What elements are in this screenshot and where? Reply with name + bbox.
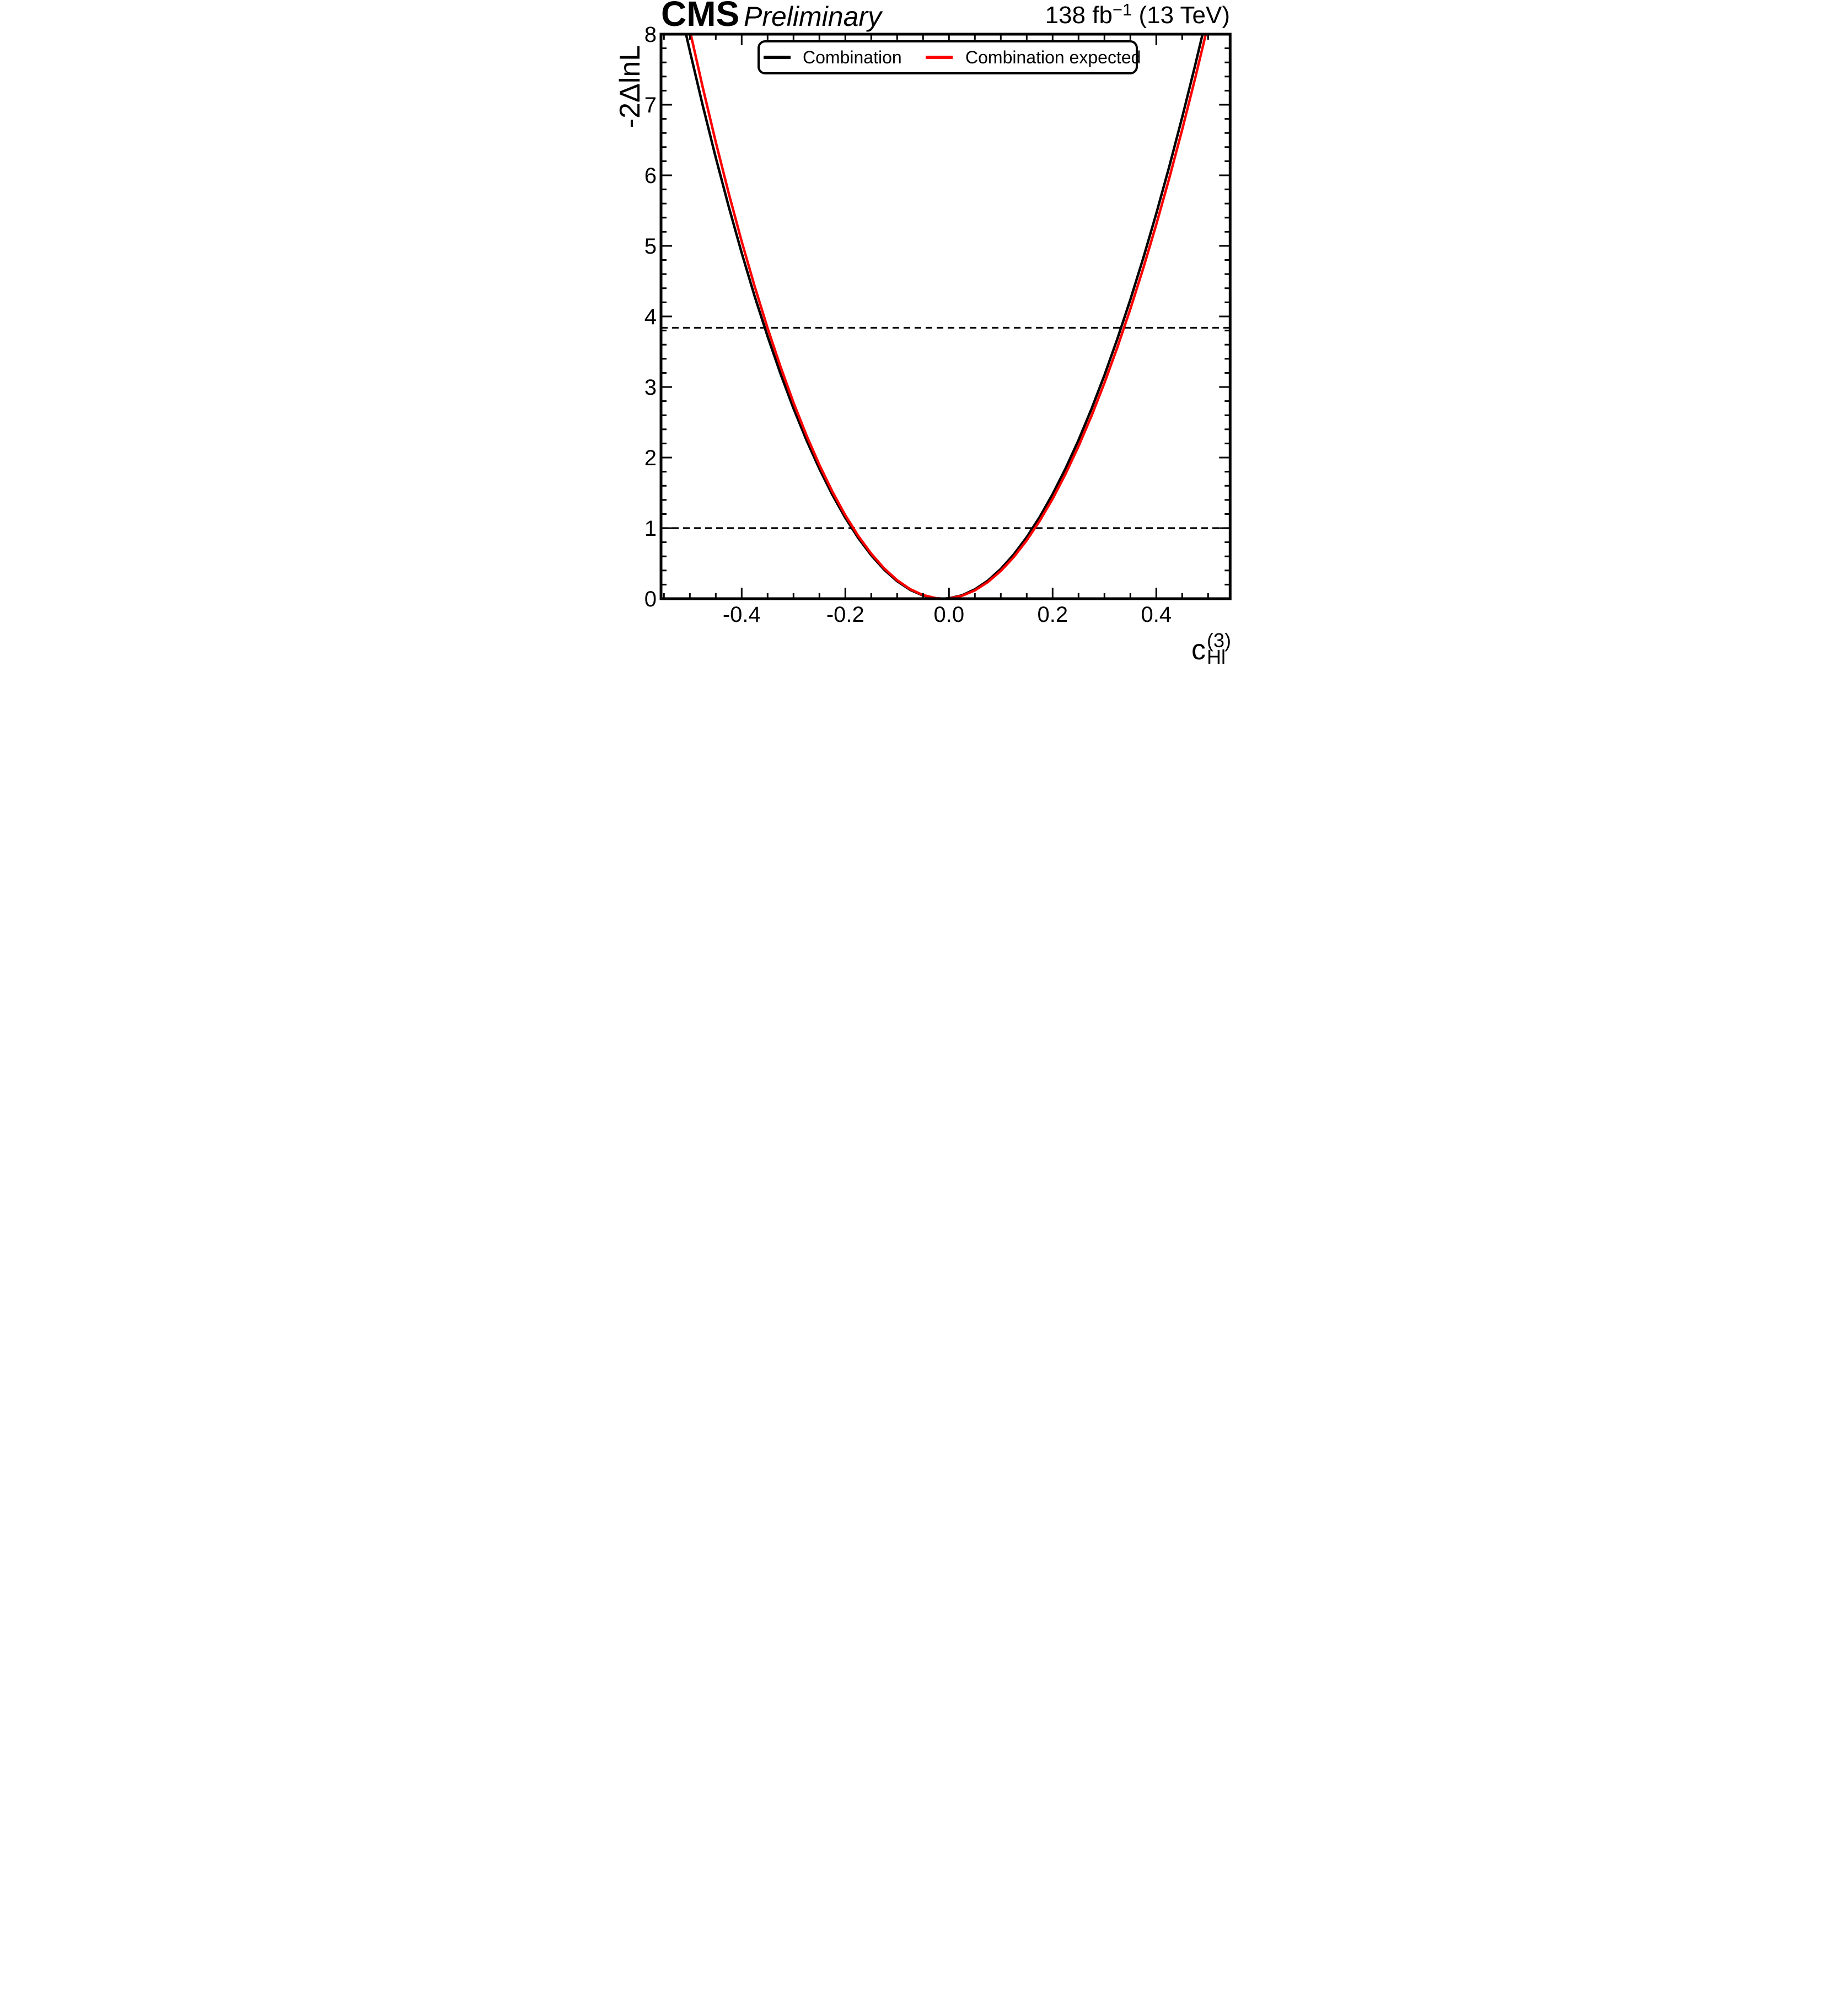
x-tick-label: -0.2 bbox=[826, 603, 864, 627]
combination-expected-curve bbox=[689, 34, 1207, 599]
y-tick-label: 2 bbox=[644, 446, 657, 470]
x-tick-label: -0.4 bbox=[723, 603, 761, 627]
legend-label-combination: Combination bbox=[803, 47, 902, 67]
lumi-energy-label: 138 fb−1 (13 TeV) bbox=[1045, 0, 1230, 29]
axis-tick-labels: -0.4 -0.2 0.0 0.2 0.4 0 1 2 3 4 5 6 7 8 bbox=[644, 23, 1172, 627]
x-tick-label: 0.4 bbox=[1141, 603, 1172, 627]
legend-label-combination-expected: Combination expected bbox=[965, 47, 1141, 67]
likelihood-scan-plot: CMS Preliminary 138 fb−1 (13 TeV) -2ΔlnL… bbox=[614, 0, 1232, 668]
x-title-superscript: (3) bbox=[1207, 629, 1231, 652]
y-axis-title: -2ΔlnL bbox=[616, 45, 646, 128]
y-tick-label: 3 bbox=[644, 375, 657, 400]
preliminary-label: Preliminary bbox=[744, 1, 883, 32]
x-title-subscript: Hl bbox=[1207, 646, 1226, 665]
plot-frame bbox=[659, 33, 1232, 600]
x-axis-title: c (3) Hl bbox=[1191, 622, 1232, 665]
y-tick-label: 7 bbox=[644, 93, 657, 117]
y-tick-label: 1 bbox=[644, 517, 657, 541]
confidence-level-lines bbox=[661, 326, 1231, 529]
legend: Combination Combination expected bbox=[758, 40, 1141, 74]
axis-ticks bbox=[661, 33, 1231, 600]
y-tick-label: 6 bbox=[644, 164, 657, 188]
x-tick-label: 0.2 bbox=[1037, 603, 1068, 627]
energy-value: (13 TeV) bbox=[1132, 2, 1230, 29]
lumi-exponent: −1 bbox=[1113, 0, 1132, 19]
y-tick-label: 0 bbox=[644, 587, 657, 611]
y-tick-label: 4 bbox=[644, 305, 657, 329]
lumi-value: 138 fb bbox=[1045, 2, 1113, 29]
cms-label: CMS bbox=[661, 0, 739, 34]
x-title-base: c bbox=[1191, 634, 1206, 665]
y-tick-label: 8 bbox=[644, 23, 657, 47]
x-tick-label: 0.0 bbox=[933, 603, 964, 627]
y-tick-label: 5 bbox=[644, 234, 657, 259]
curves-group bbox=[685, 34, 1207, 599]
figure: CMS Preliminary 138 fb−1 (13 TeV) -2ΔlnL… bbox=[614, 0, 1232, 668]
combination-observed-curve bbox=[685, 34, 1204, 599]
